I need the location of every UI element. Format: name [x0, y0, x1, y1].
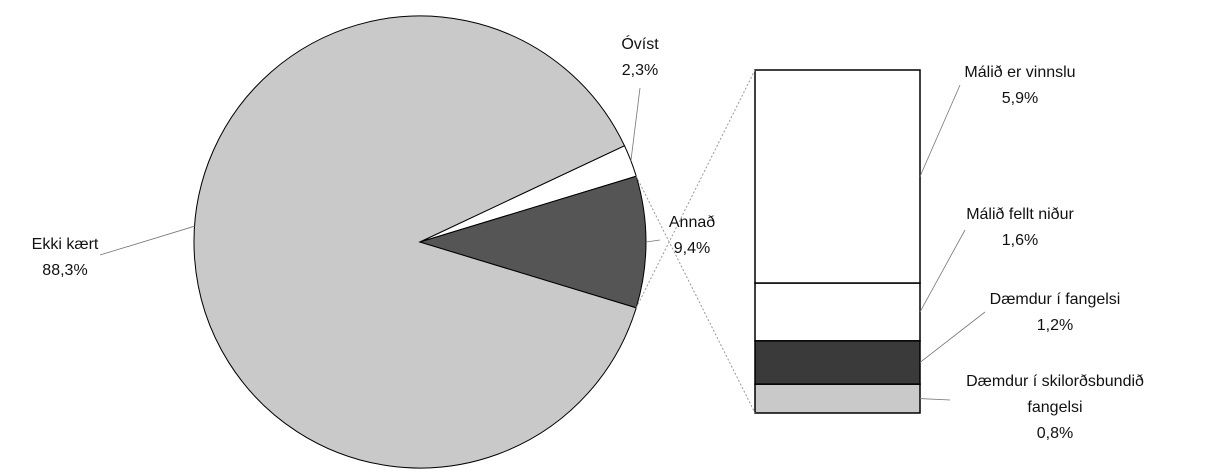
- category-label: Málið fellt niður: [966, 206, 1074, 223]
- leader-line: [919, 84, 961, 177]
- value-label: 1,6%: [1001, 232, 1039, 249]
- bar-segment: [754, 340, 921, 385]
- pie-slice: [193, 15, 637, 469]
- data-label: Málið fellt niður 1,6%: [966, 202, 1074, 254]
- value-label: 9,4%: [673, 240, 711, 257]
- value-label: 5,9%: [1001, 90, 1039, 107]
- data-label: Málið er vinnslu 5,9%: [964, 60, 1075, 112]
- value-label: 2,3%: [621, 62, 659, 79]
- pie-slice: [418, 175, 647, 309]
- value-label: 88,3%: [42, 262, 88, 279]
- data-label: Annað 9,4%: [669, 210, 715, 262]
- bar-segment: [754, 69, 921, 284]
- leader-line: [99, 225, 195, 256]
- category-label: Óvíst: [621, 36, 659, 53]
- category-label: Annað: [668, 214, 716, 231]
- leader-line: [630, 87, 641, 161]
- leader-line: [919, 398, 951, 401]
- data-label: Dæmdur í skilorðsbundið fangelsi 0,8%: [950, 369, 1160, 447]
- category-label: Málið er vinnslu: [964, 64, 1076, 81]
- connector-line: [635, 176, 756, 414]
- data-label: Ekki kært 88,3%: [32, 232, 99, 284]
- connector-line: [635, 69, 756, 308]
- data-label: Óvíst 2,3%: [621, 32, 658, 84]
- category-label: Ekki kært: [31, 236, 99, 253]
- data-label: Dæmdur í fangelsi 1,2%: [990, 287, 1121, 339]
- bar-segment: [754, 282, 921, 342]
- leader-line: [645, 239, 661, 243]
- category-label: Dæmdur í skilorðsbundið fangelsi: [966, 373, 1144, 416]
- bar-segment: [754, 383, 921, 414]
- leader-line: [919, 311, 986, 363]
- leader-line: [919, 229, 966, 313]
- category-label: Dæmdur í fangelsi: [989, 291, 1121, 308]
- value-label: 0,8%: [1036, 425, 1074, 442]
- value-label: 1,2%: [1036, 317, 1074, 334]
